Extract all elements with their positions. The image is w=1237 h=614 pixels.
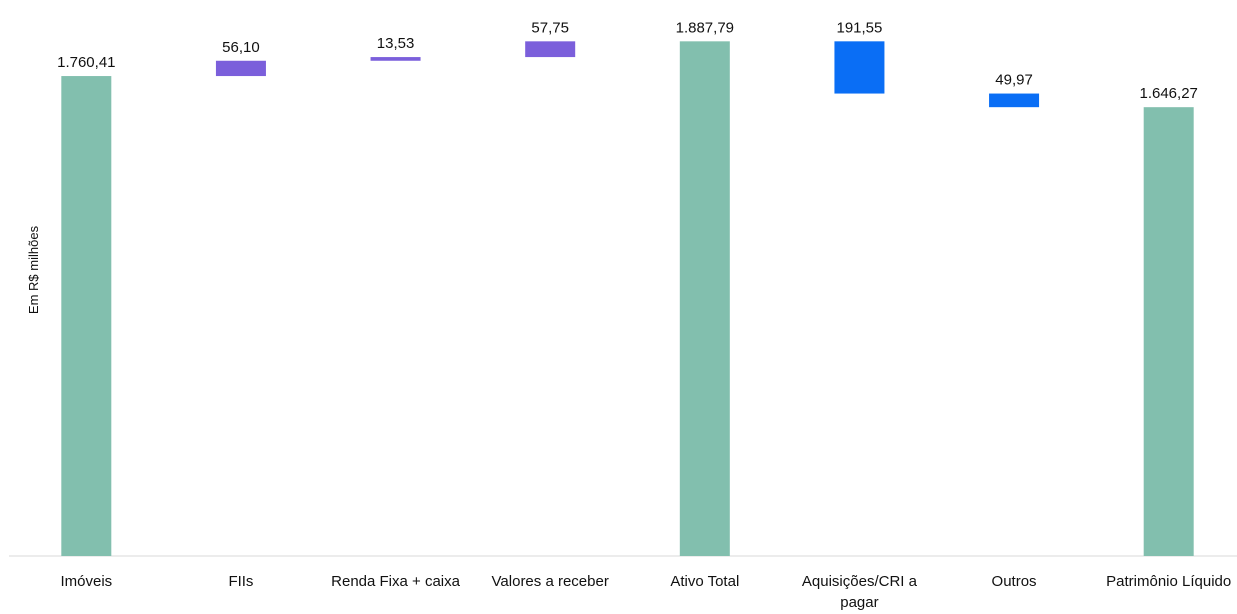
bar [1143,107,1194,557]
x-tick-label: Imóveis [60,573,113,590]
data-label: 1.887,79 [676,19,734,36]
bar [525,41,576,58]
data-label: 57,75 [531,19,569,36]
bar [679,41,730,556]
data-label: 56,10 [222,39,260,56]
y-axis-label: Em R$ milhões [26,225,41,314]
bar [215,60,266,77]
x-tick-label: FIIs [228,573,254,590]
bar [61,76,112,556]
x-tick-label: Valores a receber [491,573,609,590]
x-tick-label: Aquisições/CRI a pagar [801,573,917,611]
x-tick-label: Outros [991,573,1037,590]
x-tick-label: Renda Fixa + caixa [331,573,460,590]
x-tick-label: Ativo Total [670,573,740,590]
bar [370,57,421,61]
data-label: 191,55 [836,19,882,36]
data-label: 1.760,41 [57,54,115,71]
bar [989,93,1040,108]
bar [834,41,885,94]
x-tick-label: Patrimônio Líquido [1106,573,1232,590]
data-label: 13,53 [377,35,415,52]
data-label: 49,97 [995,72,1033,89]
data-label: 1.646,27 [1139,85,1197,102]
